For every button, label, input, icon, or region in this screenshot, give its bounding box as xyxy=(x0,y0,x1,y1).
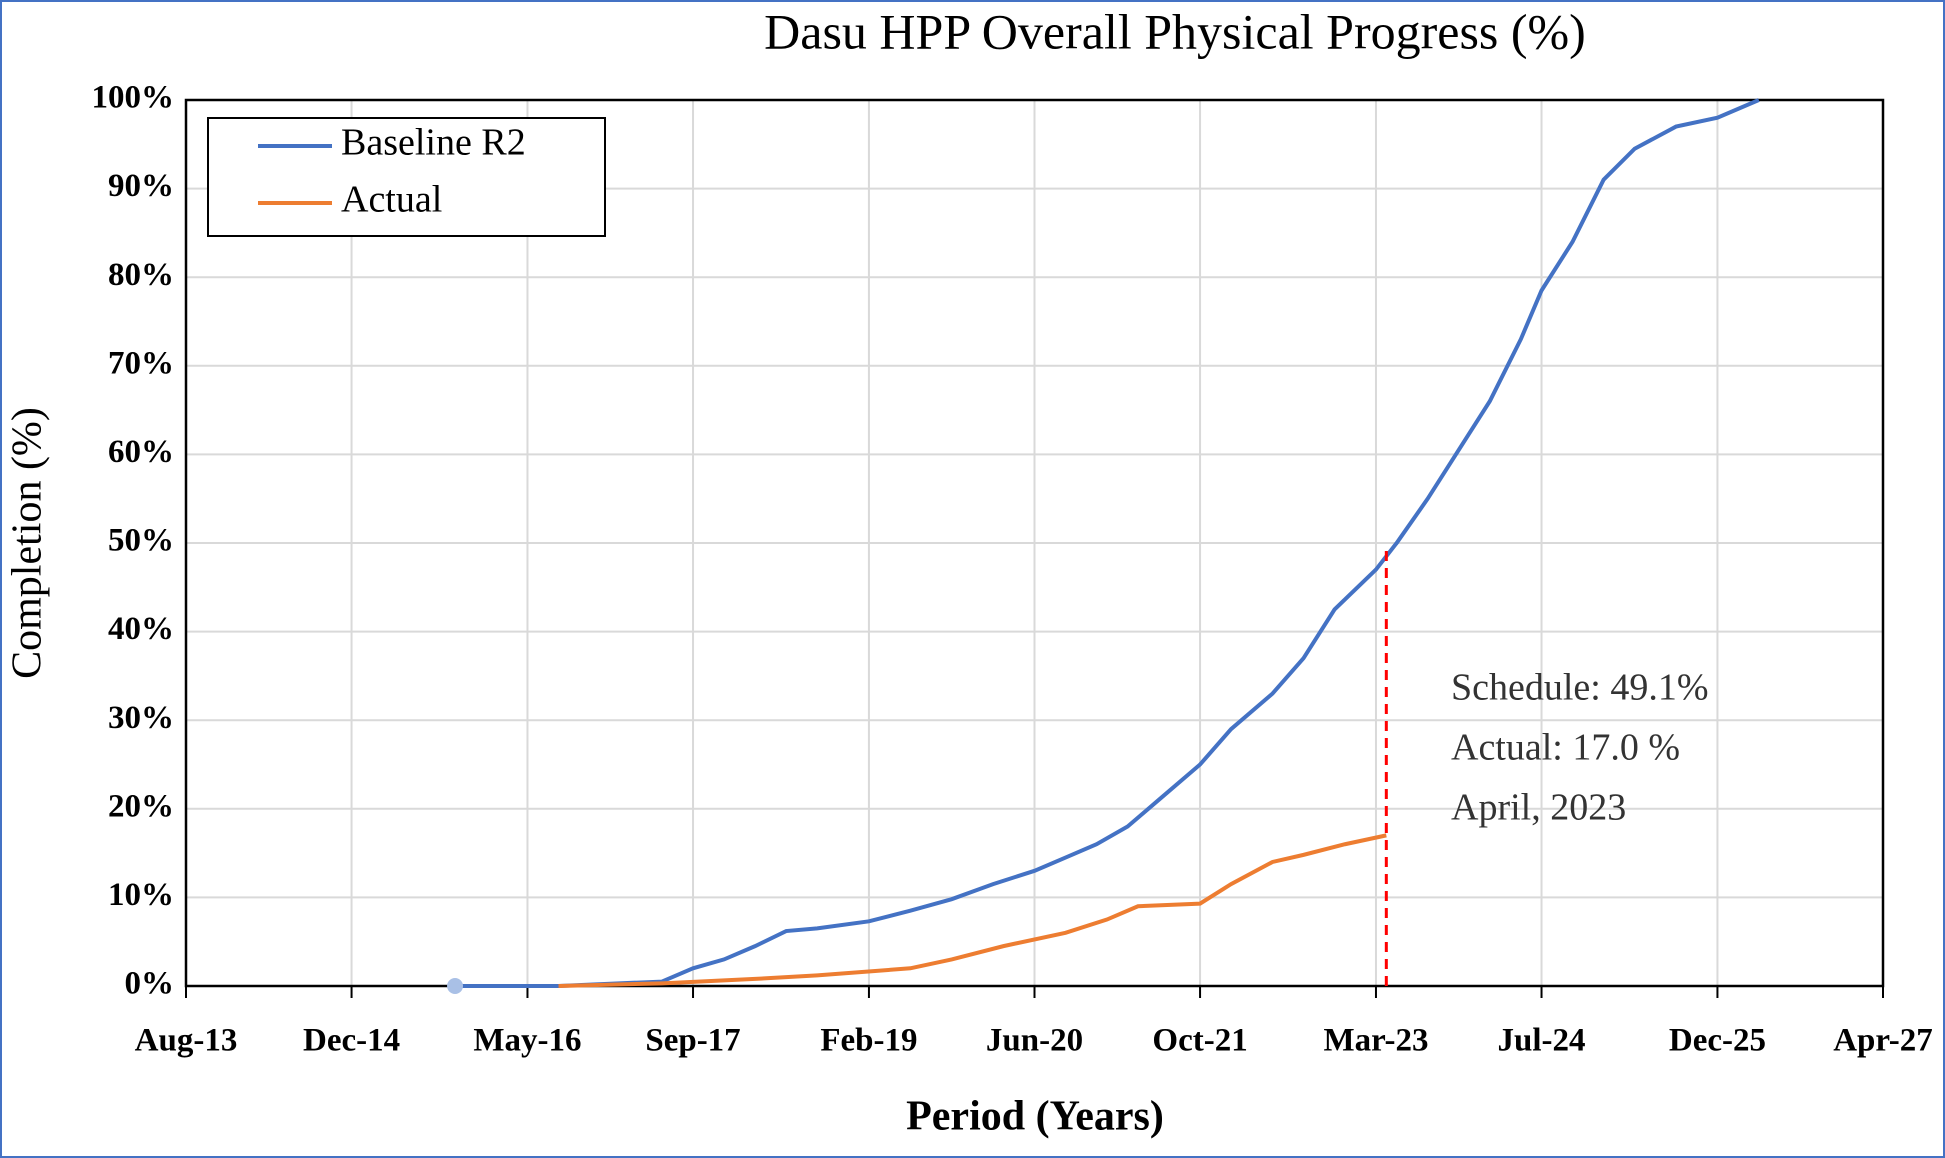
y-tick-label: 20% xyxy=(108,788,174,824)
chart-title: Dasu HPP Overall Physical Progress (%) xyxy=(764,3,1586,59)
y-tick-label: 30% xyxy=(108,700,174,736)
x-axis-label: Period (Years) xyxy=(906,1094,1164,1140)
x-tick-label: Aug-13 xyxy=(135,1023,238,1059)
x-tick-label: Feb-19 xyxy=(820,1023,917,1059)
x-tick-label: May-16 xyxy=(473,1023,581,1059)
y-tick-label: 0% xyxy=(125,966,175,1002)
y-tick-label: 60% xyxy=(108,434,174,470)
legend-label: Actual xyxy=(341,179,442,221)
y-tick-label: 50% xyxy=(108,523,174,559)
x-tick-label: Jun-20 xyxy=(986,1023,1083,1059)
legend-box xyxy=(207,117,606,237)
annotation: April, 2023 xyxy=(1451,787,1626,829)
start-point xyxy=(447,978,464,994)
y-axis-label: Completion (%) xyxy=(5,407,51,679)
y-tick-label: 40% xyxy=(108,611,174,647)
x-tick-label: Jul-24 xyxy=(1498,1023,1586,1059)
x-tick-label: Mar-23 xyxy=(1323,1023,1428,1059)
annotation: Schedule: 49.1% xyxy=(1451,667,1709,709)
plot-frame xyxy=(184,98,1885,988)
x-tick-label: Dec-25 xyxy=(1669,1023,1766,1059)
y-tick-label: 80% xyxy=(108,257,174,293)
y-tick-label: 10% xyxy=(108,877,174,913)
legend-label: Baseline R2 xyxy=(341,122,526,164)
y-tick-label: 100% xyxy=(92,80,175,116)
annotation: Actual: 17.0 % xyxy=(1451,727,1680,769)
x-tick-label: Apr-27 xyxy=(1833,1023,1933,1059)
x-tick-label: Dec-14 xyxy=(303,1023,400,1059)
x-tick-label: Oct-21 xyxy=(1152,1023,1247,1059)
series-line xyxy=(558,833,1387,988)
y-tick-label: 90% xyxy=(108,168,174,204)
y-tick-label: 70% xyxy=(108,345,174,381)
series-line xyxy=(455,98,1760,988)
x-tick-label: Sep-17 xyxy=(645,1023,740,1059)
